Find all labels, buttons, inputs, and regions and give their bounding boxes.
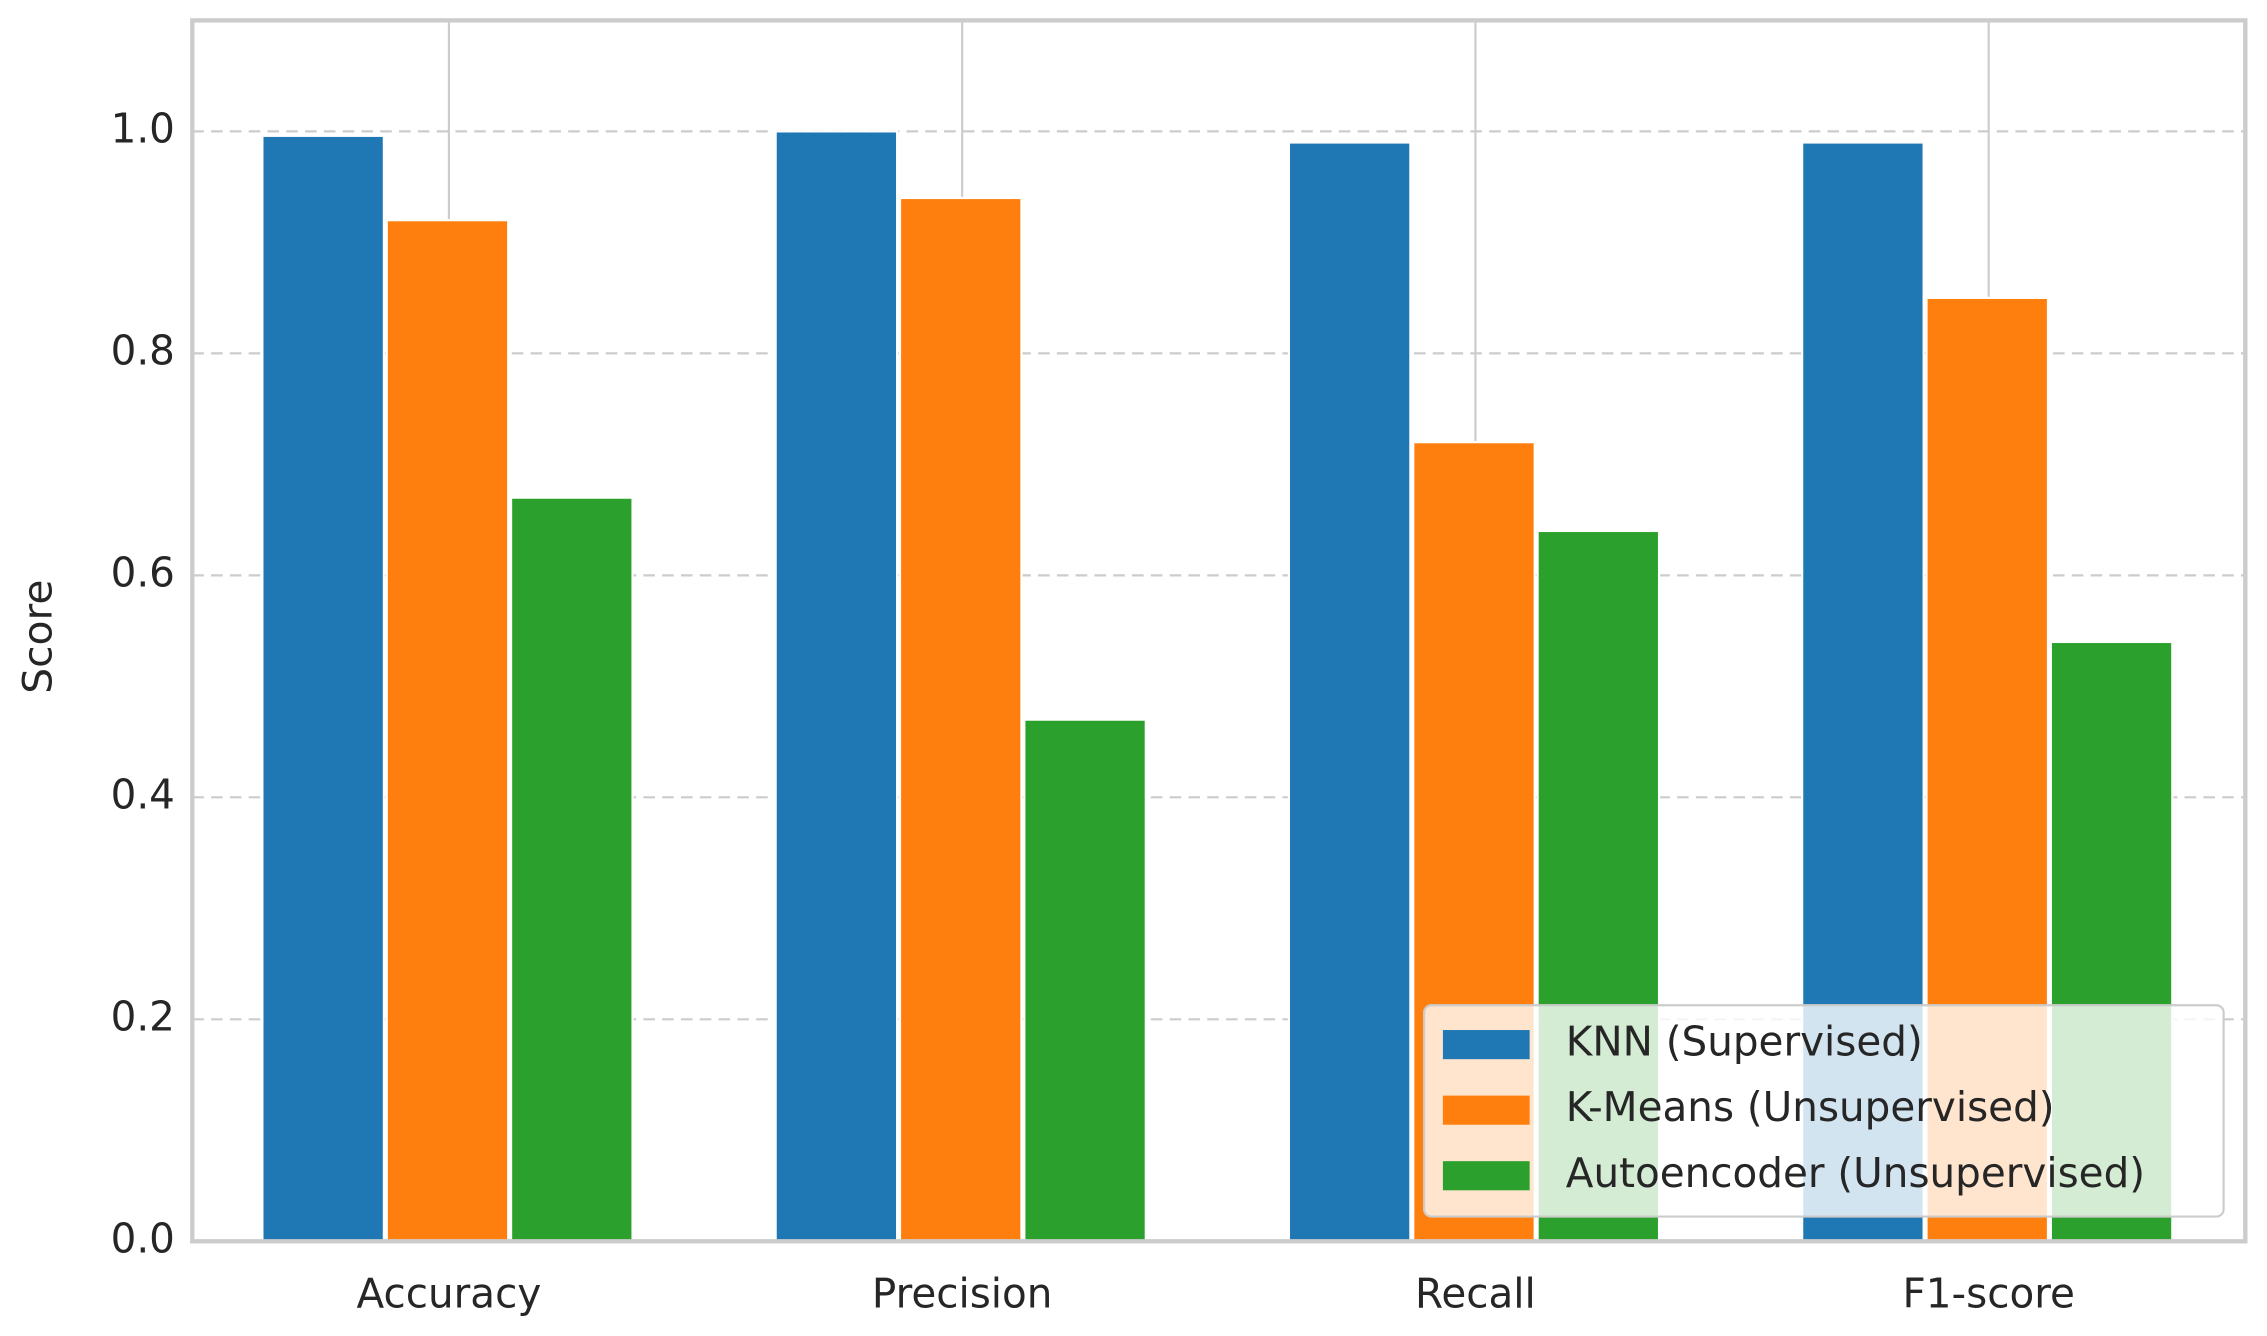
bar [510, 496, 634, 1243]
bar [1287, 141, 1412, 1243]
bar [774, 130, 899, 1243]
x-tick-label: Precision [872, 1270, 1053, 1318]
y-axis-label: Score [14, 580, 62, 694]
legend-swatch [1442, 1095, 1530, 1125]
x-tick-label: F1-score [1902, 1270, 2074, 1318]
y-tick-label: 0.4 [111, 770, 175, 818]
bar [261, 134, 385, 1243]
legend-swatch [1442, 1030, 1530, 1060]
legend-label: K-Means (Unsupervised) [1566, 1083, 2055, 1131]
legend-label: KNN (Supervised) [1566, 1018, 1923, 1066]
x-tick-label: Accuracy [357, 1270, 542, 1318]
y-tick-label: 0.8 [111, 326, 175, 374]
legend-label: Autoencoder (Unsupervised) [1566, 1149, 2145, 1197]
bar [1023, 718, 1147, 1243]
y-tick-label: 0.6 [111, 548, 175, 596]
bar [385, 219, 510, 1243]
legend-swatch [1442, 1161, 1530, 1191]
y-tick-label: 0.2 [111, 992, 175, 1040]
y-tick-label: 1.0 [111, 104, 175, 152]
y-tick-label: 0.0 [111, 1214, 175, 1262]
x-tick-label: Recall [1415, 1270, 1536, 1318]
legend-box [1423, 1004, 2225, 1218]
plot-frame [190, 18, 2248, 1244]
legend: KNN (Supervised) K-Means (Unsupervised) Au… [1423, 1004, 2225, 1218]
bar [898, 196, 1023, 1243]
